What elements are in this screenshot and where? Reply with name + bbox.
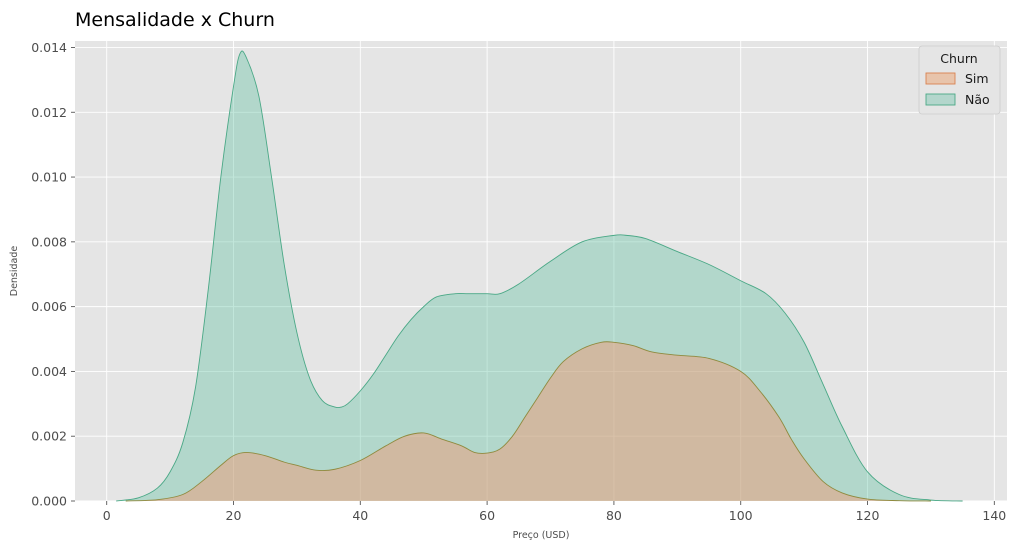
y-tick-label: 0.004 — [31, 364, 67, 379]
legend: Churn Sim Não — [918, 45, 1001, 115]
x-axis-label: Preço (USD) — [513, 530, 570, 541]
area-line-nao — [116, 50, 963, 502]
x-tick-label: 120 — [856, 508, 880, 523]
y-tick-label: 0.012 — [31, 105, 67, 120]
x-axis-ticks: 0 20 40 60 80 100 120 140 — [103, 501, 1006, 523]
x-tick-label: 140 — [982, 508, 1006, 523]
y-tick-label: 0.000 — [31, 494, 67, 509]
legend-swatch-nao — [925, 93, 956, 106]
y-tick-label: 0.006 — [31, 299, 67, 314]
legend-title: Churn — [940, 51, 977, 66]
x-tick-label: 20 — [226, 508, 242, 523]
density-areas — [116, 50, 963, 502]
legend-label-nao: Não — [965, 92, 990, 107]
x-tick-label: 60 — [479, 508, 495, 523]
y-axis-ticks: 0.000 0.002 0.004 0.006 0.008 0.010 0.012 0.014 — [31, 40, 75, 509]
x-tick-label: 100 — [729, 508, 753, 523]
y-axis-label: Densidade — [9, 246, 20, 297]
legend-items: Sim Não — [925, 71, 990, 107]
legend-swatch-sim — [925, 72, 956, 85]
y-tick-label: 0.002 — [31, 429, 67, 444]
y-tick-label: 0.014 — [31, 40, 67, 55]
chart-title: Mensalidade x Churn — [75, 9, 275, 31]
x-tick-label: 80 — [606, 508, 622, 523]
y-tick-label: 0.008 — [31, 234, 67, 249]
grid — [75, 41, 1007, 502]
plot-background — [75, 41, 1007, 501]
legend-label-sim: Sim — [965, 71, 989, 86]
y-tick-label: 0.010 — [31, 170, 67, 185]
area-line-sim — [125, 341, 931, 502]
area-fill-sim — [125, 341, 931, 501]
area-fill-nao — [116, 50, 963, 502]
x-tick-label: 40 — [352, 508, 368, 523]
x-tick-label: 0 — [103, 508, 111, 523]
